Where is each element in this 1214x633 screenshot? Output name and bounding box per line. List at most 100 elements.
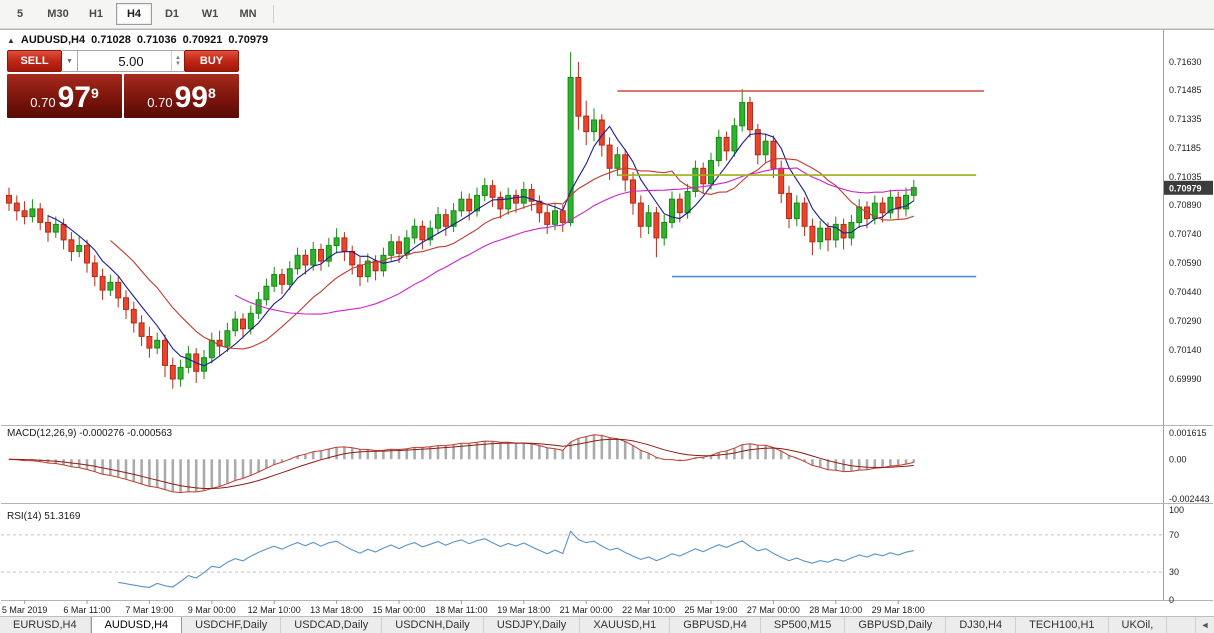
macd-label: MACD(12,26,9) -0.000276 -0.000563 bbox=[7, 428, 173, 439]
svg-text:9 Mar 00:00: 9 Mar 00:00 bbox=[188, 605, 236, 615]
chart-symbol-period: AUDUSD,H4 bbox=[20, 34, 86, 46]
main-pane bbox=[6, 52, 984, 389]
svg-text:0.70890: 0.70890 bbox=[1169, 200, 1202, 210]
svg-text:0.71035: 0.71035 bbox=[1169, 172, 1202, 182]
price-axis[interactable]: 0.71630 0.71485 0.71335 0.71185 0.71035 0.708… bbox=[1163, 30, 1214, 600]
tab-gbpusd-h4[interactable]: GBPUSD,H4 bbox=[670, 617, 761, 633]
period-button-m30[interactable]: M30 bbox=[47, 8, 69, 20]
period-button-w1[interactable]: W1 bbox=[201, 8, 219, 20]
tab-xauusd-h1[interactable]: XAUUSD,H1 bbox=[580, 617, 671, 633]
current-price-badge bbox=[1164, 180, 1213, 195]
svg-text:0.71630: 0.71630 bbox=[1169, 57, 1202, 67]
period-button-d1[interactable]: D1 bbox=[164, 8, 180, 20]
svg-text:0.70979: 0.70979 bbox=[1169, 183, 1202, 193]
svg-text:0.70140: 0.70140 bbox=[1169, 345, 1202, 355]
buy-price-big: 99 bbox=[174, 81, 208, 114]
svg-text:5 Mar 2019: 5 Mar 2019 bbox=[2, 605, 48, 615]
svg-text:100: 100 bbox=[1169, 505, 1184, 515]
sell-price-big: 97 bbox=[57, 81, 91, 114]
svg-text:0.69990: 0.69990 bbox=[1169, 374, 1202, 384]
svg-text:0.70740: 0.70740 bbox=[1169, 229, 1202, 239]
svg-text:30: 30 bbox=[1169, 567, 1179, 577]
trade-controls-row: SELL ▼ 5.00 ▲ ▼ BUY bbox=[7, 50, 239, 72]
tab-scroll-left-button[interactable]: ◄ bbox=[1195, 617, 1214, 633]
rsi-line bbox=[118, 530, 914, 588]
volume-spinner[interactable]: ▲ ▼ bbox=[171, 51, 184, 71]
svg-text:15 Mar 00:00: 15 Mar 00:00 bbox=[372, 605, 425, 615]
toolbar-divider bbox=[273, 5, 274, 23]
one-click-trading-panel: SELL ▼ 5.00 ▲ ▼ BUY 0.70 97 9 0 bbox=[7, 50, 239, 118]
tab-eurusd-h4[interactable]: EURUSD,H4 bbox=[0, 617, 91, 633]
period-button-5[interactable]: 5 bbox=[16, 8, 24, 20]
svg-text:0.71335: 0.71335 bbox=[1169, 114, 1202, 124]
svg-text:0.001615: 0.001615 bbox=[1169, 428, 1207, 438]
macd-signal-line bbox=[8, 438, 914, 489]
svg-text:70: 70 bbox=[1169, 530, 1179, 540]
macd-pane bbox=[7, 434, 916, 494]
time-axis[interactable]: 5 Mar 2019 6 Mar 11:00 7 Mar 19:00 9 Mar 00… bbox=[2, 600, 925, 615]
period-toolbar: 5 M30 H1 H4 D1 W1 MN bbox=[0, 0, 1214, 29]
chart-tabbar: EURUSD,H4 AUDUSD,H4 USDCHF,Daily USDCAD,Dai… bbox=[0, 616, 1214, 633]
svg-text:25 Mar 19:00: 25 Mar 19:00 bbox=[684, 605, 737, 615]
ma-30-line bbox=[234, 167, 914, 315]
tab-usdchf-daily[interactable]: USDCHF,Daily bbox=[182, 617, 282, 633]
tab-usdjpy-daily[interactable]: USDJPY,Daily bbox=[484, 617, 581, 633]
spinner-up-icon[interactable]: ▲ bbox=[175, 55, 181, 61]
svg-text:0: 0 bbox=[1169, 595, 1174, 605]
period-button-mn[interactable]: MN bbox=[239, 8, 257, 20]
svg-text:12 Mar 10:00: 12 Mar 10:00 bbox=[248, 605, 301, 615]
tab-ukoil[interactable]: UKOil, bbox=[1109, 617, 1168, 633]
svg-text:-0.002443: -0.002443 bbox=[1169, 494, 1210, 504]
period-button-h1[interactable]: H1 bbox=[88, 8, 104, 20]
chart-ohlc-header: ▲ AUDUSD,H4 0.71028 0.71036 0.70921 0.70… bbox=[7, 34, 268, 46]
tab-sp500-m15[interactable]: SP500,M15 bbox=[761, 617, 846, 633]
svg-text:22 Mar 10:00: 22 Mar 10:00 bbox=[622, 605, 675, 615]
sell-price-prefix: 0.70 bbox=[30, 95, 56, 110]
svg-text:18 Mar 11:00: 18 Mar 11:00 bbox=[435, 605, 487, 615]
chart-window[interactable]: 0.71630 0.71485 0.71335 0.71185 0.71035 0.708… bbox=[0, 29, 1214, 618]
ohlc-close: 0.70979 bbox=[228, 34, 269, 46]
trade-prices-row: 0.70 97 9 0.70 99 8 bbox=[7, 74, 239, 118]
svg-text:29 Mar 18:00: 29 Mar 18:00 bbox=[872, 605, 925, 615]
svg-text:6 Mar 11:00: 6 Mar 11:00 bbox=[63, 605, 110, 615]
chart-tabs: EURUSD,H4 AUDUSD,H4 USDCHF,Daily USDCAD,Dai… bbox=[0, 617, 1195, 633]
period-button-h4[interactable]: H4 bbox=[116, 3, 152, 25]
tab-usdcnh-daily[interactable]: USDCNH,Daily bbox=[382, 617, 484, 633]
rsi-pane bbox=[1, 530, 1163, 588]
tab-audusd-h4[interactable]: AUDUSD,H4 bbox=[90, 617, 183, 633]
buy-price-sup: 8 bbox=[207, 85, 216, 101]
rsi-label: RSI(14) 51.3169 bbox=[7, 511, 81, 522]
tab-gbpusd-daily[interactable]: GBPUSD,Daily bbox=[845, 617, 947, 633]
ohlc-low: 0.70921 bbox=[182, 34, 223, 46]
svg-text:0.70590: 0.70590 bbox=[1169, 258, 1202, 268]
svg-text:0.70440: 0.70440 bbox=[1169, 287, 1202, 297]
volume-input[interactable]: 5.00 ▲ ▼ bbox=[78, 50, 184, 72]
sell-price-display[interactable]: 0.70 97 9 bbox=[7, 74, 122, 118]
symbol-icon: ▲ bbox=[7, 35, 15, 45]
macd-main-line bbox=[8, 434, 914, 494]
volume-dropdown-button[interactable]: ▼ bbox=[62, 50, 78, 72]
buy-button[interactable]: BUY bbox=[184, 50, 239, 72]
ohlc-open: 0.71028 bbox=[91, 34, 131, 46]
svg-text:21 Mar 00:00: 21 Mar 00:00 bbox=[560, 605, 613, 615]
spinner-down-icon[interactable]: ▼ bbox=[175, 61, 181, 67]
ohlc-high: 0.71036 bbox=[136, 34, 177, 46]
buy-price-display[interactable]: 0.70 99 8 bbox=[124, 74, 239, 118]
tab-dj30-h4[interactable]: DJ30,H4 bbox=[946, 617, 1017, 633]
svg-text:13 Mar 18:00: 13 Mar 18:00 bbox=[310, 605, 363, 615]
tab-usdcad-daily[interactable]: USDCAD,Daily bbox=[281, 617, 383, 633]
candles-layer bbox=[6, 52, 917, 389]
svg-text:0.70290: 0.70290 bbox=[1169, 316, 1202, 326]
svg-text:0.71485: 0.71485 bbox=[1169, 85, 1202, 95]
sell-button[interactable]: SELL bbox=[7, 50, 62, 72]
svg-text:19 Mar 18:00: 19 Mar 18:00 bbox=[497, 605, 550, 615]
ma-6-line bbox=[47, 125, 915, 367]
ma-14-line bbox=[110, 158, 914, 350]
svg-text:27 Mar 00:00: 27 Mar 00:00 bbox=[747, 605, 800, 615]
buy-price-prefix: 0.70 bbox=[147, 95, 173, 110]
svg-text:28 Mar 10:00: 28 Mar 10:00 bbox=[809, 605, 862, 615]
svg-text:0.71185: 0.71185 bbox=[1169, 143, 1201, 153]
tab-tech100-h1[interactable]: TECH100,H1 bbox=[1016, 617, 1109, 633]
chart-canvas[interactable]: 0.716300.714850.713350.711850.710350.708… bbox=[1, 30, 1213, 618]
